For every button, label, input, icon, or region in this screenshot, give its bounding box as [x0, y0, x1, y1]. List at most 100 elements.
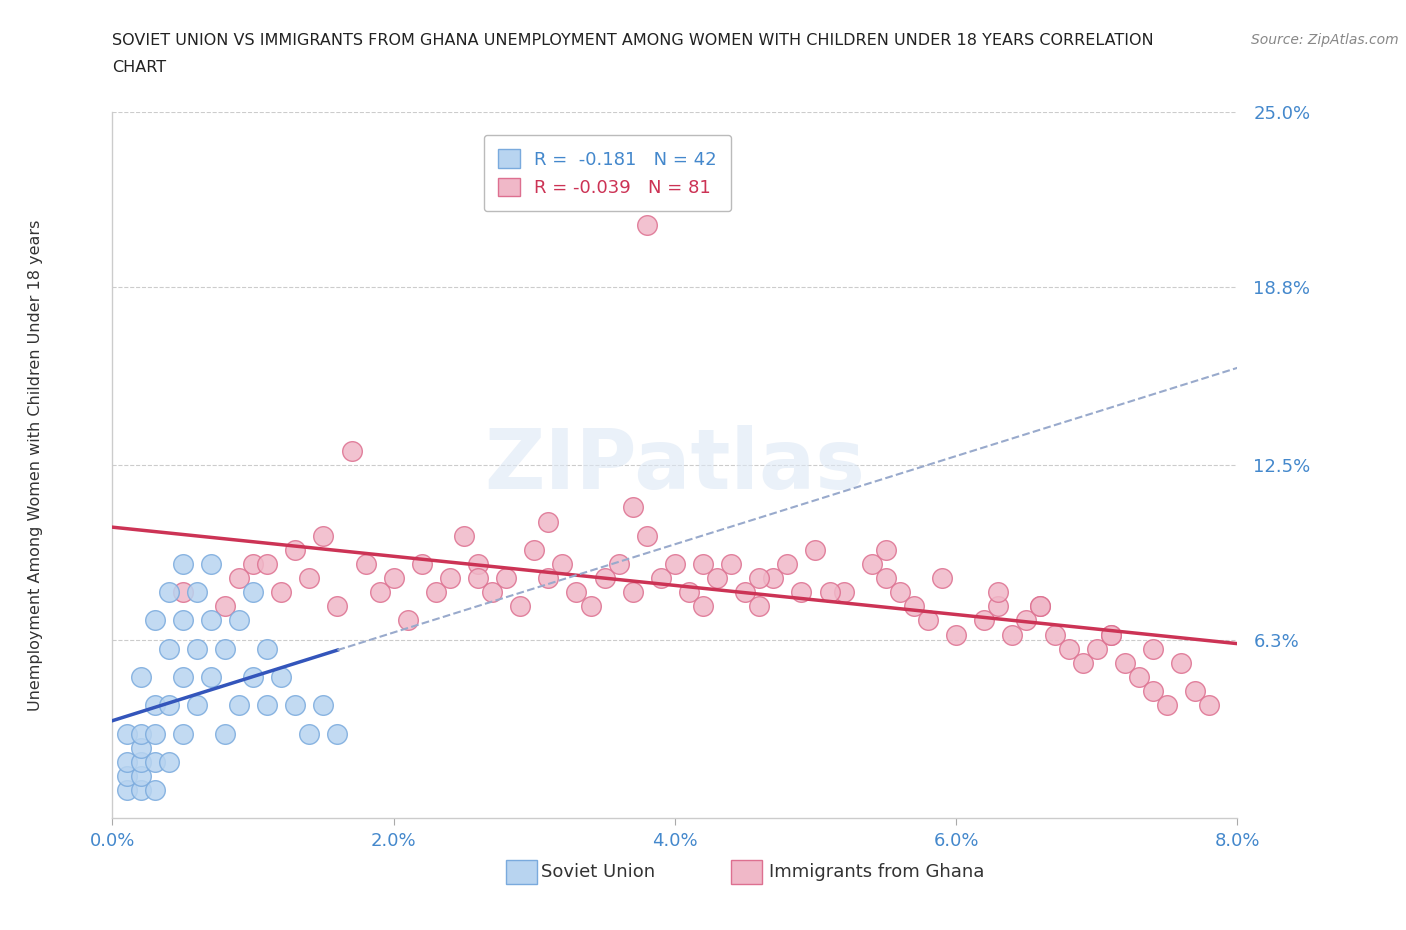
Point: [931, 571, 953, 586]
Text: ZIPatlas: ZIPatlas: [485, 424, 865, 506]
Point: [467, 556, 489, 571]
Point: [312, 528, 335, 543]
Legend: R =  -0.181   N = 42, R = -0.039   N = 81: R = -0.181 N = 42, R = -0.039 N = 81: [484, 135, 731, 211]
Point: [1099, 627, 1122, 642]
Point: [790, 585, 813, 600]
Point: [242, 670, 264, 684]
Point: [636, 528, 658, 543]
Point: [186, 698, 208, 712]
Point: [1170, 656, 1192, 671]
Point: [172, 585, 194, 600]
Point: [326, 599, 349, 614]
Point: [214, 642, 236, 657]
Point: [368, 585, 391, 600]
Point: [228, 613, 250, 628]
Point: [593, 571, 616, 586]
Point: [439, 571, 461, 586]
Point: [875, 571, 897, 586]
Point: [172, 726, 194, 741]
Point: [748, 571, 770, 586]
Point: [987, 599, 1010, 614]
Point: [340, 444, 363, 458]
Point: [1114, 656, 1136, 671]
Point: [382, 571, 405, 586]
Point: [987, 585, 1010, 600]
Point: [1057, 642, 1080, 657]
Point: [396, 613, 419, 628]
Point: [1085, 642, 1108, 657]
Point: [115, 768, 138, 783]
Point: [312, 698, 335, 712]
Point: [875, 542, 897, 557]
Text: Soviet Union: Soviet Union: [541, 863, 655, 882]
Point: [242, 556, 264, 571]
Point: [579, 599, 602, 614]
Point: [1043, 627, 1066, 642]
Text: SOVIET UNION VS IMMIGRANTS FROM GHANA UNEMPLOYMENT AMONG WOMEN WITH CHILDREN UND: SOVIET UNION VS IMMIGRANTS FROM GHANA UN…: [112, 33, 1154, 47]
Point: [537, 514, 560, 529]
Point: [157, 585, 180, 600]
Point: [256, 698, 278, 712]
Point: [143, 613, 166, 628]
Point: [1029, 599, 1052, 614]
Point: [509, 599, 531, 614]
Point: [1184, 684, 1206, 698]
Point: [720, 556, 742, 571]
Point: [129, 783, 152, 798]
Point: [748, 599, 770, 614]
Text: Unemployment Among Women with Children Under 18 years: Unemployment Among Women with Children U…: [28, 219, 42, 711]
Point: [129, 726, 152, 741]
Point: [678, 585, 700, 600]
Point: [129, 768, 152, 783]
Point: [734, 585, 756, 600]
Point: [621, 585, 644, 600]
Point: [157, 698, 180, 712]
Text: Immigrants from Ghana: Immigrants from Ghana: [769, 863, 984, 882]
Point: [804, 542, 827, 557]
Point: [664, 556, 686, 571]
Point: [228, 698, 250, 712]
Point: [115, 754, 138, 769]
Point: [889, 585, 911, 600]
Point: [1071, 656, 1094, 671]
Point: [115, 726, 138, 741]
Point: [832, 585, 855, 600]
Point: [467, 571, 489, 586]
Point: [354, 556, 377, 571]
Text: CHART: CHART: [112, 60, 166, 75]
Point: [214, 599, 236, 614]
Point: [115, 783, 138, 798]
Point: [172, 670, 194, 684]
Point: [1001, 627, 1024, 642]
Point: [917, 613, 939, 628]
Point: [228, 571, 250, 586]
Point: [256, 556, 278, 571]
Point: [1015, 613, 1038, 628]
Point: [129, 740, 152, 755]
Text: Source: ZipAtlas.com: Source: ZipAtlas.com: [1251, 33, 1399, 46]
Point: [200, 670, 222, 684]
Point: [284, 542, 307, 557]
Point: [481, 585, 503, 600]
Point: [186, 642, 208, 657]
Point: [973, 613, 995, 628]
Point: [157, 754, 180, 769]
Point: [200, 556, 222, 571]
Point: [425, 585, 447, 600]
Point: [242, 585, 264, 600]
Point: [495, 571, 517, 586]
Point: [157, 642, 180, 657]
Point: [762, 571, 785, 586]
Point: [186, 585, 208, 600]
Point: [143, 698, 166, 712]
Point: [284, 698, 307, 712]
Point: [565, 585, 588, 600]
Point: [1029, 599, 1052, 614]
Point: [818, 585, 841, 600]
Point: [270, 670, 292, 684]
Point: [636, 218, 658, 232]
Point: [945, 627, 967, 642]
Point: [326, 726, 349, 741]
Point: [607, 556, 630, 571]
Point: [298, 571, 321, 586]
